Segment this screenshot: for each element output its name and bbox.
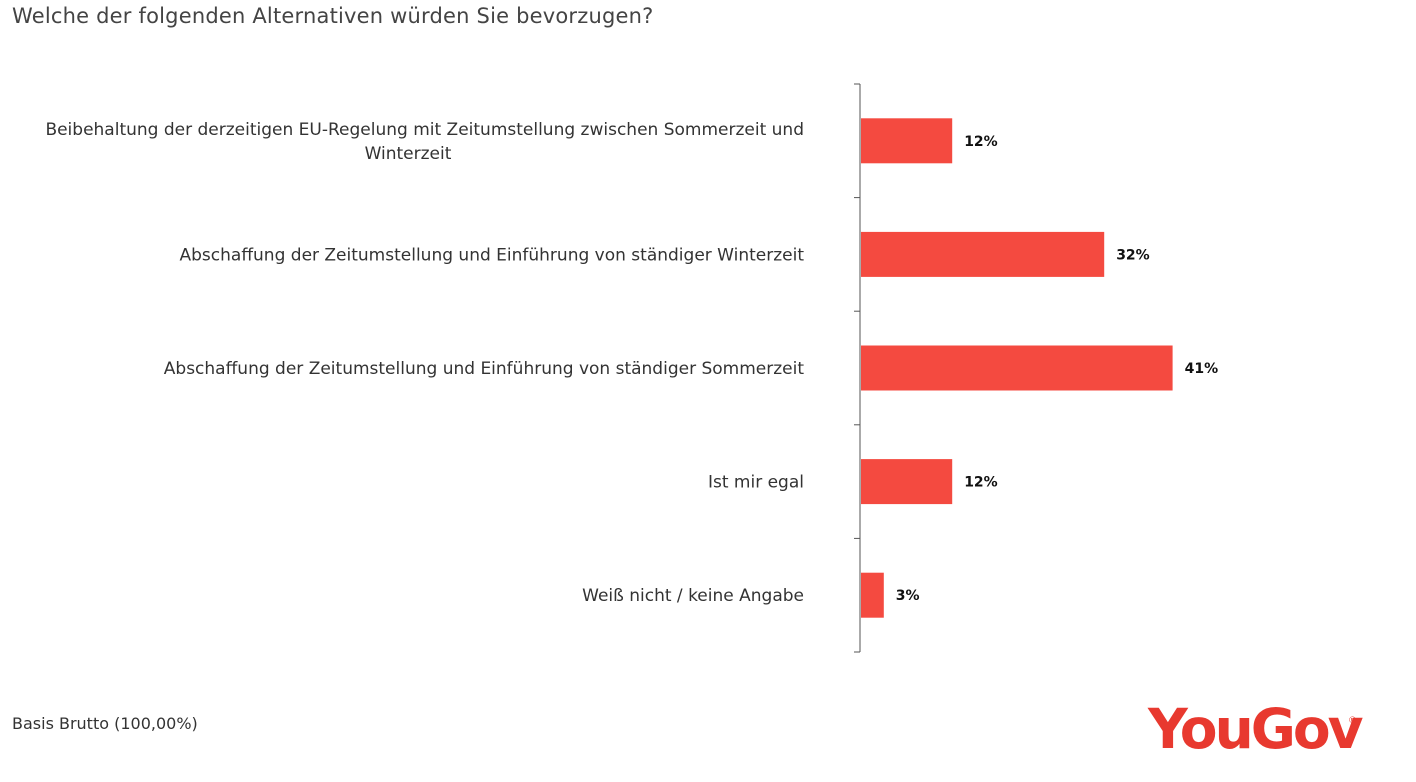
- value-label: 12%: [964, 475, 998, 491]
- category-label: Winterzeit: [365, 144, 452, 164]
- bar: [861, 118, 953, 164]
- bars: [861, 118, 1173, 618]
- base-footnote: Basis Brutto (100,00%): [12, 714, 198, 733]
- bar: [861, 572, 884, 618]
- value-labels: 12% 32% 41% 12% 3%: [896, 134, 1218, 604]
- category-label: Weiß nicht / keine Angabe: [582, 586, 804, 606]
- value-label: 41%: [1185, 361, 1219, 377]
- category-axis: [854, 83, 861, 653]
- value-label: 32%: [1116, 247, 1150, 263]
- category-label: Beibehaltung der derzeitigen EU-Regelung…: [45, 120, 804, 140]
- value-label: 3%: [896, 588, 920, 604]
- yougov-logo: YouGov: [1148, 697, 1364, 761]
- registered-mark: ®: [1348, 716, 1357, 726]
- bar: [861, 459, 953, 505]
- bar: [861, 231, 1105, 277]
- category-labels: Beibehaltung der derzeitigen EU-Regelung…: [45, 120, 804, 606]
- chart-title: Welche der folgenden Alternativen würden…: [12, 4, 654, 28]
- category-label: Abschaffung der Zeitumstellung und Einfü…: [164, 359, 805, 379]
- value-label: 12%: [964, 134, 998, 150]
- category-label: Abschaffung der Zeitumstellung und Einfü…: [180, 245, 805, 265]
- category-label: Ist mir egal: [708, 473, 804, 493]
- bar: [861, 345, 1173, 391]
